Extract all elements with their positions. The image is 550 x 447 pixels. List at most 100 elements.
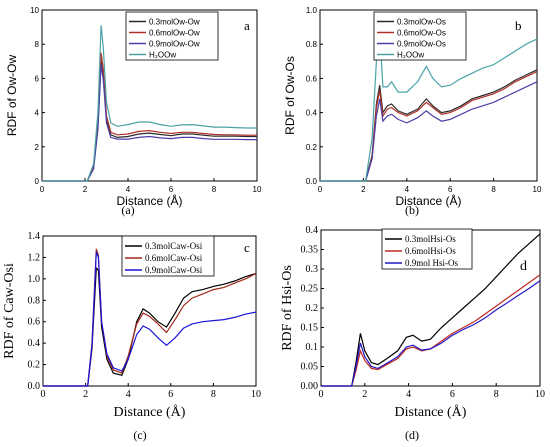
- x-tick-label: 2: [361, 185, 366, 194]
- y-tick-label: 0.25: [301, 284, 319, 295]
- series-line: [320, 81, 538, 182]
- caption-a: (a): [121, 203, 135, 217]
- y-tick-label: 2: [35, 143, 40, 152]
- panel-letter: a: [244, 18, 250, 33]
- series-line: [42, 52, 257, 182]
- panel-letter: d: [520, 259, 527, 274]
- series-line: [42, 64, 257, 182]
- y-tick-label: 0.35: [301, 245, 319, 256]
- x-tick-label: 10: [251, 389, 261, 400]
- y-tick-label: 1.2: [28, 252, 41, 263]
- series-line: [42, 25, 257, 182]
- x-tick-label: 0: [319, 389, 324, 400]
- legend-label: H₂OOw: [397, 51, 424, 60]
- y-axis-label: RDF of Caw-Osi: [2, 263, 17, 359]
- legend-label: 0.6molOw-Ow: [149, 29, 200, 38]
- y-tick-label: 0.6: [28, 317, 41, 328]
- y-tick-label: 0.0: [306, 177, 318, 186]
- x-tick-label: 8: [494, 389, 499, 400]
- legend-label: 0.9molOw-Os: [397, 40, 446, 49]
- series-line: [320, 69, 538, 182]
- x-axis-label: Distance (Å): [395, 404, 467, 420]
- y-tick-label: 0.15: [301, 323, 319, 334]
- legend-label: 0.9mol Hsi-Os: [405, 258, 459, 268]
- legend-box: [125, 11, 219, 61]
- legend-label: 0.3molOw-Ow: [149, 18, 200, 27]
- series-line: [43, 266, 257, 387]
- x-tick-label: 0: [40, 185, 45, 194]
- y-tick-label: 0.4: [306, 225, 319, 236]
- y-tick-label: 0.8: [28, 295, 41, 306]
- x-tick-label: 4: [405, 185, 410, 194]
- x-tick-label: 10: [535, 389, 545, 400]
- plot-frame-a: [41, 9, 258, 182]
- panel-letter: c: [244, 240, 250, 255]
- series-line: [43, 251, 257, 387]
- y-tick-label: 0.2: [306, 303, 319, 314]
- legend-box: [373, 11, 467, 61]
- x-tick-label: 2: [83, 389, 88, 400]
- y-tick-label: 0.05: [301, 362, 319, 373]
- legend-label: 0.9molCaw-Osi: [145, 265, 203, 275]
- series-line: [42, 61, 257, 182]
- x-tick-label: 8: [491, 185, 496, 194]
- x-tick-label: 2: [362, 389, 367, 400]
- x-axis-label: Distance (Å): [116, 193, 182, 208]
- x-tick-label: 4: [126, 185, 131, 194]
- legend-label: 0.6molHsi-Os: [405, 246, 456, 256]
- x-tick-label: 0: [41, 389, 46, 400]
- y-tick-label: 0.8: [306, 40, 318, 49]
- y-tick-label: 0.3: [306, 264, 319, 275]
- legend-label: H₂OOw: [149, 51, 176, 60]
- y-tick-label: 0.1: [306, 342, 319, 353]
- caption-b: (b): [405, 203, 419, 217]
- x-tick-label: 10: [533, 185, 542, 194]
- panel-letter: b: [515, 18, 522, 33]
- series-line: [321, 274, 541, 387]
- caption-c: (c): [133, 428, 147, 442]
- y-tick-label: 0.6: [306, 74, 318, 83]
- legend-label: 0.3molHsi-Os: [405, 234, 456, 244]
- legend-label: 0.3molCaw-Osi: [145, 241, 203, 251]
- series-line: [321, 233, 541, 387]
- y-tick-label: 0: [35, 177, 40, 186]
- caption-d: (d): [405, 428, 419, 442]
- x-axis-label: Distance (Å): [395, 193, 461, 208]
- x-tick-label: 6: [448, 185, 453, 194]
- y-tick-label: 0.00: [301, 381, 319, 392]
- y-tick-label: 1.0: [306, 6, 318, 15]
- x-tick-label: 6: [168, 389, 173, 400]
- legend-label: 0.3molOw-Os: [397, 18, 446, 27]
- y-axis-label: RDF of Ow-Os: [283, 56, 297, 135]
- y-tick-label: 0.0: [28, 381, 41, 392]
- x-tick-label: 0: [318, 185, 323, 194]
- y-tick-label: 8: [35, 40, 40, 49]
- y-tick-label: 6: [35, 74, 40, 83]
- x-tick-label: 4: [126, 389, 131, 400]
- y-tick-label: 4: [35, 109, 40, 118]
- plot-frame-b: [319, 9, 538, 182]
- legend-label: 0.6molCaw-Osi: [145, 253, 203, 263]
- y-tick-label: 0.4: [28, 338, 41, 349]
- series-line: [43, 248, 257, 387]
- x-tick-label: 6: [169, 185, 174, 194]
- x-tick-label: 4: [406, 389, 411, 400]
- y-tick-label: 10: [30, 6, 39, 15]
- legend-label: 0.6molOw-Os: [397, 29, 446, 38]
- y-tick-label: 0.2: [306, 143, 318, 152]
- y-axis-label: RDF of Hsi-Os: [280, 265, 295, 351]
- x-tick-label: 10: [253, 185, 262, 194]
- series-line: [321, 280, 541, 387]
- y-tick-label: 1.4: [28, 231, 41, 242]
- x-tick-label: 6: [450, 389, 455, 400]
- x-tick-label: 2: [83, 185, 88, 194]
- y-tick-label: 0.2: [28, 360, 41, 371]
- x-axis-label: Distance (Å): [114, 404, 186, 420]
- y-tick-label: 0.4: [306, 109, 318, 118]
- x-tick-label: 8: [211, 389, 216, 400]
- y-axis-label: RDF of Ow-Ow: [5, 55, 19, 137]
- y-tick-label: 1.0: [28, 274, 41, 285]
- series-line: [320, 71, 538, 182]
- x-tick-label: 8: [212, 185, 217, 194]
